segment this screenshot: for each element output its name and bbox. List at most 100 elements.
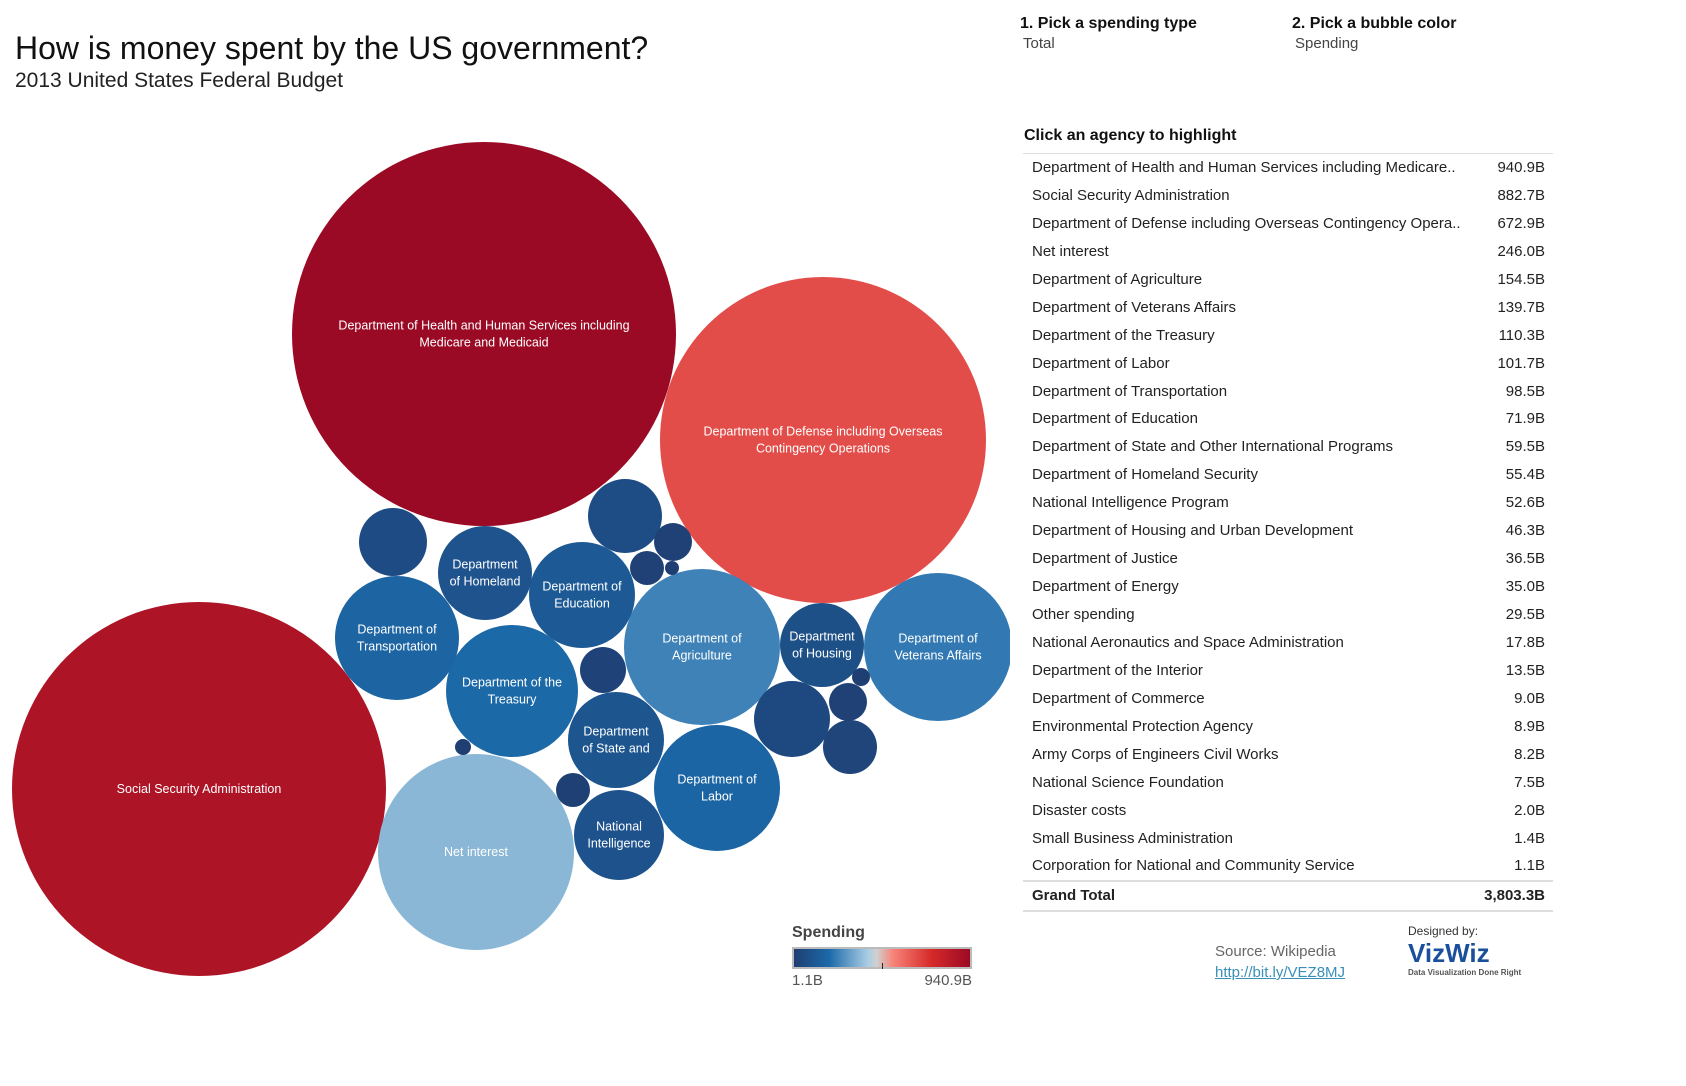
table-row[interactable]: Department of Health and Human Services … xyxy=(1023,154,1553,182)
bubble[interactable] xyxy=(455,739,471,755)
table-row[interactable]: Corporation for National and Community S… xyxy=(1023,852,1553,880)
agency-value: 246.0B xyxy=(1497,242,1545,260)
bubble-circle[interactable] xyxy=(829,683,867,721)
bubble-circle[interactable] xyxy=(654,523,692,561)
bubble-circle[interactable] xyxy=(630,551,664,585)
agency-name: Disaster costs xyxy=(1032,801,1127,819)
bubble[interactable]: Social Security Administration xyxy=(12,602,386,976)
table-row[interactable]: Net interest 246.0B xyxy=(1023,238,1553,266)
bubble[interactable]: Net interest xyxy=(378,754,574,950)
bubble-circle[interactable] xyxy=(852,668,870,686)
bubble-circle[interactable] xyxy=(438,526,532,620)
bubble[interactable] xyxy=(654,523,692,561)
table-row[interactable]: National Aeronautics and Space Administr… xyxy=(1023,629,1553,657)
table-row[interactable]: Department of Justice 36.5B xyxy=(1023,545,1553,573)
table-row[interactable]: Department of Veterans Affairs 139.7B xyxy=(1023,294,1553,322)
bubble[interactable]: Department of Agriculture xyxy=(624,569,780,725)
agency-value: 101.7B xyxy=(1497,354,1545,372)
bubble[interactable]: Department of Education xyxy=(529,542,635,648)
bubble-circle[interactable] xyxy=(823,720,877,774)
bubble-circle[interactable] xyxy=(660,277,986,603)
table-row[interactable]: Department of Energy 35.0B xyxy=(1023,573,1553,601)
bubble[interactable] xyxy=(359,508,427,576)
bubble[interactable] xyxy=(754,681,830,757)
table-row[interactable]: Department of Agriculture 154.5B xyxy=(1023,266,1553,294)
table-row[interactable]: Department of the Interior 13.5B xyxy=(1023,657,1553,685)
bubble-circle[interactable] xyxy=(378,754,574,950)
table-row[interactable]: Department of Commerce 9.0B xyxy=(1023,685,1553,713)
bubble-circle[interactable] xyxy=(665,561,679,575)
bubble[interactable]: Department of Homeland xyxy=(438,526,532,620)
agency-name: Department of Homeland Security xyxy=(1032,466,1258,484)
table-row[interactable]: Department of Education 71.9B xyxy=(1023,405,1553,433)
bubble[interactable]: Department of Labor xyxy=(654,725,780,851)
table-row[interactable]: Army Corps of Engineers Civil Works 8.2B xyxy=(1023,741,1553,769)
agency-value: 672.9B xyxy=(1497,214,1545,232)
bubble-circle[interactable] xyxy=(780,603,864,687)
bubble[interactable] xyxy=(588,479,662,553)
table-row[interactable]: Environmental Protection Agency 8.9B xyxy=(1023,713,1553,741)
bubble-circle[interactable] xyxy=(359,508,427,576)
table-row[interactable]: Department of the Treasury 110.3B xyxy=(1023,322,1553,350)
table-row[interactable]: National Science Foundation 7.5B xyxy=(1023,769,1553,797)
agency-value: 940.9B xyxy=(1497,159,1545,176)
bubble-circle[interactable] xyxy=(580,647,626,693)
bubble[interactable]: Department of Veterans Affairs xyxy=(864,573,1010,721)
table-row[interactable]: National Intelligence Program 52.6B xyxy=(1023,489,1553,517)
bubble-circle[interactable] xyxy=(335,576,459,700)
bubble-color-control[interactable]: 2. Pick a bubble color Spending xyxy=(1292,15,1457,52)
bubble[interactable] xyxy=(630,551,664,585)
legend-gradient xyxy=(792,947,972,969)
bubble-circle[interactable] xyxy=(12,602,386,976)
bubble-circle[interactable] xyxy=(446,625,578,757)
bubble-circle[interactable] xyxy=(624,569,780,725)
bubble-color-value[interactable]: Spending xyxy=(1295,35,1359,52)
table-row[interactable]: Department of Labor 101.7B xyxy=(1023,350,1553,378)
agency-value: 98.5B xyxy=(1505,382,1545,400)
spending-type-value[interactable]: Total xyxy=(1023,35,1055,52)
bubble[interactable] xyxy=(580,647,626,693)
table-row[interactable]: Department of State and Other Internatio… xyxy=(1023,433,1553,461)
table-row[interactable]: Small Business Administration 1.4B xyxy=(1023,825,1553,853)
table-row[interactable]: Disaster costs 2.0B xyxy=(1023,797,1553,825)
bubble[interactable] xyxy=(556,773,590,807)
agency-value: 2.0B xyxy=(1514,801,1545,819)
bubble[interactable]: Department of State and xyxy=(568,692,664,788)
page-subtitle: 2013 United States Federal Budget xyxy=(15,69,344,92)
bubble[interactable] xyxy=(829,683,867,721)
table-row[interactable]: Department of Transportation 98.5B xyxy=(1023,378,1553,406)
bubble-label: of Homeland xyxy=(450,575,521,589)
bubble[interactable]: Department of Health and Human Services … xyxy=(292,142,676,526)
vizwiz-logo[interactable]: Designed by: VizWiz Data Visualization D… xyxy=(1408,924,1521,977)
bubble-label: Department of xyxy=(542,580,622,594)
bubble[interactable] xyxy=(823,720,877,774)
bubble-circle[interactable] xyxy=(754,681,830,757)
bubble-circle[interactable] xyxy=(574,790,664,880)
bubble[interactable]: Department of Defense including Overseas… xyxy=(660,277,986,603)
bubble[interactable] xyxy=(852,668,870,686)
bubble-circle[interactable] xyxy=(292,142,676,526)
bubble-circle[interactable] xyxy=(588,479,662,553)
table-row[interactable]: Department of Defense including Overseas… xyxy=(1023,210,1553,238)
bubble[interactable] xyxy=(665,561,679,575)
bubble-label: Labor xyxy=(701,790,733,804)
bubble-circle[interactable] xyxy=(654,725,780,851)
table-row[interactable]: Department of Housing and Urban Developm… xyxy=(1023,517,1553,545)
bubble-circle[interactable] xyxy=(529,542,635,648)
bubble-circle[interactable] xyxy=(568,692,664,788)
bubble-label: Medicare and Medicaid xyxy=(419,336,548,350)
bubble[interactable]: Department of Transportation xyxy=(335,576,459,700)
bubble-label: Intelligence xyxy=(587,837,650,851)
bubble[interactable]: National Intelligence xyxy=(574,790,664,880)
logo-tagline: Data Visualization Done Right xyxy=(1408,968,1522,977)
table-row[interactable]: Department of Homeland Security 55.4B xyxy=(1023,461,1553,489)
spending-type-control[interactable]: 1. Pick a spending type Total xyxy=(1020,15,1197,52)
bubble-circle[interactable] xyxy=(556,773,590,807)
table-row[interactable]: Social Security Administration 882.7B xyxy=(1023,182,1553,210)
source-link[interactable]: http://bit.ly/VEZ8MJ xyxy=(1215,964,1346,981)
bubble[interactable]: Department of Housing xyxy=(780,603,864,687)
bubble[interactable]: Department of the Treasury xyxy=(446,625,578,757)
bubble-circle[interactable] xyxy=(455,739,471,755)
table-row[interactable]: Other spending 29.5B xyxy=(1023,601,1553,629)
bubble-circle[interactable] xyxy=(864,573,1010,721)
